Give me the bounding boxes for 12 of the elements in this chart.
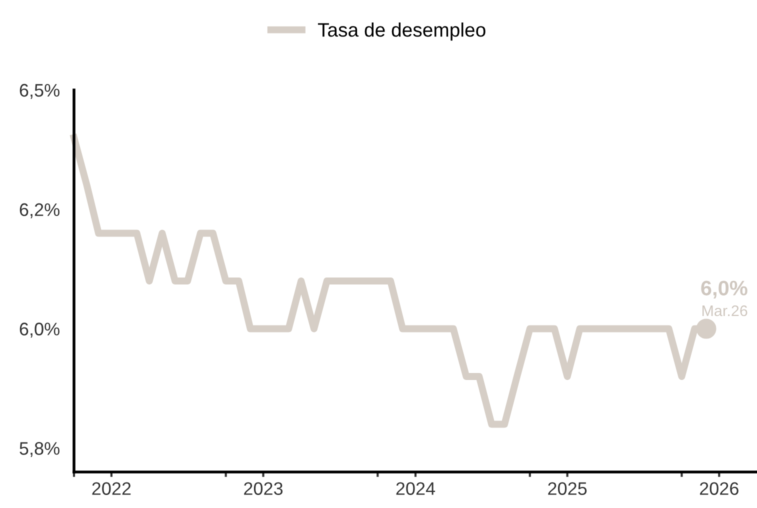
x-tick-label: 2025 (548, 482, 587, 495)
annotation: 6,0% (701, 280, 748, 298)
x-tick-label: 2024 (396, 482, 436, 495)
legend-label: Tasa de desempleo (318, 22, 486, 41)
y-tick-label: 6,0% (20, 322, 60, 338)
y-tick-label: 6,2% (20, 203, 60, 218)
y-tick-label: 5,8% (20, 442, 60, 457)
annotation: Mar.26 (702, 305, 748, 316)
y-tick-label: 6,5% (20, 84, 60, 99)
x-tick-label: 2023 (244, 482, 283, 495)
x-tick-label: 2022 (92, 482, 131, 495)
x-tick-label: 2026 (700, 482, 738, 495)
